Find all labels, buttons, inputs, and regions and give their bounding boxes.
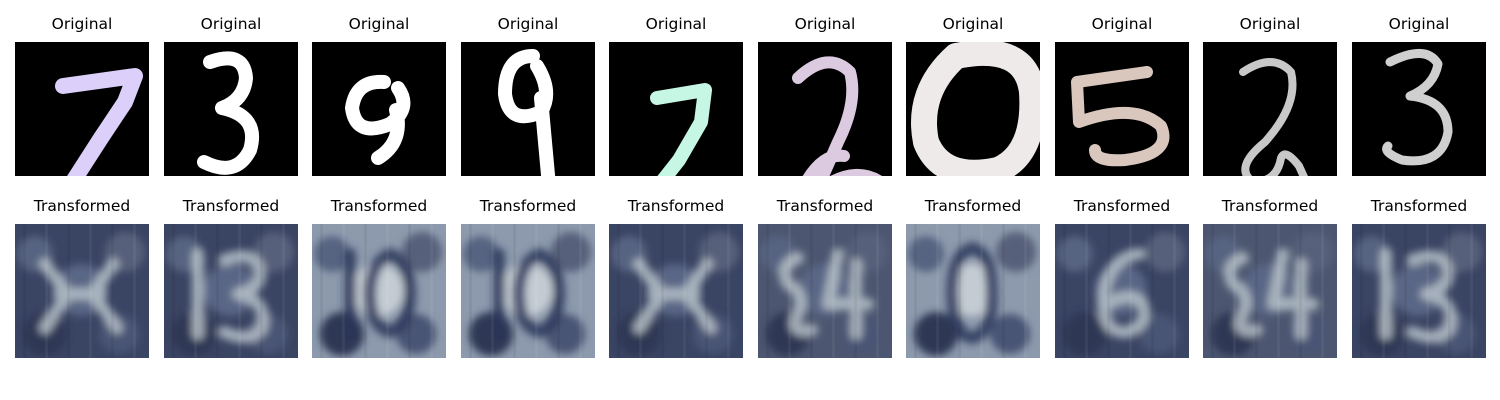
panel-title-transformed: Transformed	[182, 197, 280, 215]
transformed-panel: Transformed	[906, 196, 1040, 360]
transformed-svhn-style-image	[15, 224, 149, 358]
panel-title-original: Original	[497, 15, 559, 33]
original-digit-image	[15, 42, 149, 176]
original-panel: Original	[15, 14, 149, 178]
transformed-svhn-style-image	[164, 224, 298, 358]
digit-stroke	[792, 56, 882, 176]
original-digit-image	[1352, 42, 1486, 176]
panel-title-transformed: Transformed	[1370, 197, 1468, 215]
transformed-svhn-style-image	[609, 224, 743, 358]
transformed-panel: Transformed	[15, 196, 149, 360]
panel-title-transformed: Transformed	[330, 197, 428, 215]
transformed-svhn-style-image	[312, 224, 446, 358]
digit-stroke	[197, 51, 260, 175]
original-digit-image	[312, 42, 446, 176]
digit-stroke	[1382, 49, 1453, 166]
original-digit-image	[461, 42, 595, 176]
panel-title-transformed: Transformed	[479, 197, 577, 215]
digit-stroke	[1071, 66, 1170, 167]
digit-stroke	[55, 68, 143, 176]
original-digit-image	[164, 42, 298, 176]
panel-title-original: Original	[348, 15, 410, 33]
transformed-panel: Transformed	[758, 196, 892, 360]
original-row: Original Original Original Original Original…	[0, 14, 1500, 184]
original-digit-image	[1055, 42, 1189, 176]
digit-stroke	[345, 74, 411, 165]
panel-title-original: Original	[645, 15, 707, 33]
panel-title-original: Original	[1239, 15, 1301, 33]
original-panel: Original	[758, 14, 892, 178]
original-panel: Original	[164, 14, 298, 178]
original-panel: Original	[1352, 14, 1486, 178]
transformed-panel: Transformed	[1055, 196, 1189, 360]
original-digit-image	[906, 42, 1040, 176]
transformed-panel: Transformed	[164, 196, 298, 360]
panel-title-transformed: Transformed	[627, 197, 725, 215]
panel-title-original: Original	[1388, 15, 1450, 33]
transformed-panel: Transformed	[461, 196, 595, 360]
panel-title-original: Original	[200, 15, 262, 33]
panel-title-original: Original	[794, 15, 856, 33]
digit-stroke	[498, 49, 556, 176]
digit-stroke	[650, 83, 712, 176]
transformed-row: Transformed Transformed Transformed Transfo…	[0, 196, 1500, 366]
original-panel: Original	[906, 14, 1040, 178]
panel-title-transformed: Transformed	[924, 197, 1022, 215]
transformed-panel: Transformed	[1352, 196, 1486, 360]
transformed-svhn-style-image	[1352, 224, 1486, 358]
original-panel: Original	[609, 14, 743, 178]
original-panel: Original	[312, 14, 446, 178]
panel-title-original: Original	[942, 15, 1004, 33]
panel-title-transformed: Transformed	[33, 197, 131, 215]
transformed-svhn-style-image	[906, 224, 1040, 358]
original-panel: Original	[1203, 14, 1337, 178]
transformed-svhn-style-image	[1203, 224, 1337, 358]
panel-title-transformed: Transformed	[776, 197, 874, 215]
panel-title-original: Original	[1091, 15, 1153, 33]
panel-title-transformed: Transformed	[1073, 197, 1171, 215]
original-panel: Original	[461, 14, 595, 178]
original-digit-image	[609, 42, 743, 176]
original-digit-image	[1203, 42, 1337, 176]
transformed-panel: Transformed	[609, 196, 743, 360]
transformed-svhn-style-image	[1055, 224, 1189, 358]
original-panel: Original	[1055, 14, 1189, 178]
panel-title-original: Original	[51, 15, 113, 33]
original-digit-image	[758, 42, 892, 176]
digit-stroke	[911, 42, 1040, 176]
transformed-svhn-style-image	[461, 224, 595, 358]
transformed-panel: Transformed	[1203, 196, 1337, 360]
transformed-panel: Transformed	[312, 196, 446, 360]
digit-stroke	[1239, 58, 1308, 176]
transformed-svhn-style-image	[758, 224, 892, 358]
panel-title-transformed: Transformed	[1221, 197, 1319, 215]
